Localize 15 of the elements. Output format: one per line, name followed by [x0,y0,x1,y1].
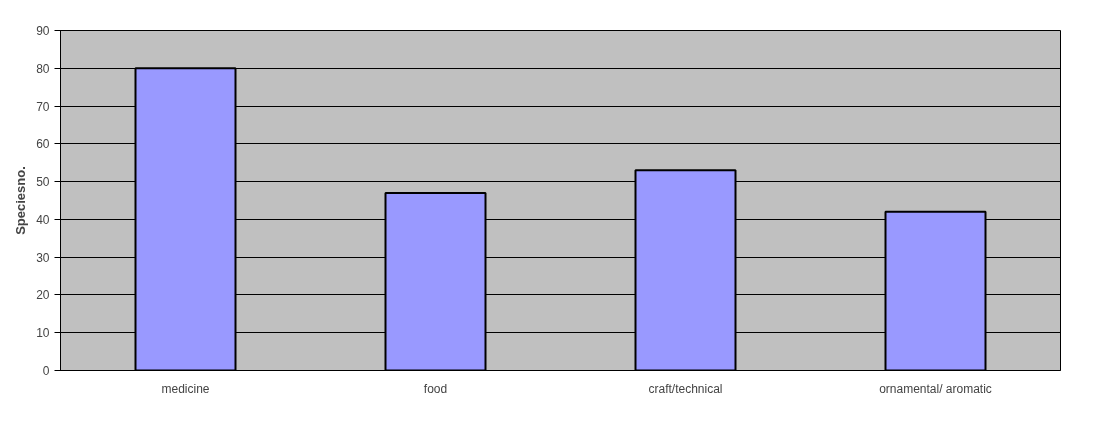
y-tick-label: 60 [36,137,50,152]
y-tick-label: 90 [36,24,50,38]
y-tick-label: 20 [36,288,50,303]
y-tick-label: 50 [36,175,50,190]
x-tick-label: medicine [161,381,210,396]
x-tick-label: food [423,381,448,396]
y-tick-label: 80 [36,61,50,76]
y-tick-label: 70 [36,99,50,114]
x-tick-label: craft/technical [648,381,723,396]
y-tick-label: 40 [36,212,50,227]
y-tick-label: 0 [42,364,50,378]
x-tick-label: ornamental/ aromatic [879,381,992,396]
y-tick-label: 10 [36,326,50,341]
y-axis-title: Speciesno. [13,166,29,235]
y-tick-label: 30 [36,250,50,265]
